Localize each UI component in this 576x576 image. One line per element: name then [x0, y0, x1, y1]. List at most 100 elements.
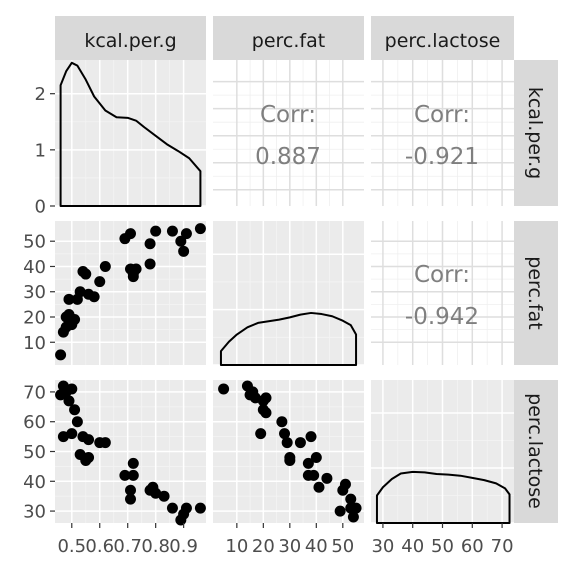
tick-label-left-lactose: 40 — [23, 472, 46, 493]
point-kcal-fat — [178, 245, 190, 257]
point-fat-lactose — [281, 437, 293, 449]
point-kcal-lactose — [71, 416, 83, 428]
point-kcal-lactose — [180, 502, 192, 514]
strip-right-lactose-bg — [514, 380, 558, 523]
panel-kcal-density — [55, 60, 206, 206]
density-curve-kcal — [59, 61, 202, 207]
corr-label-kcal-fat: Corr: — [260, 102, 316, 128]
tick-label-bottom-kcal-per-g: 0.9 — [169, 536, 198, 557]
strip-top-kcal: kcal.per.g — [84, 30, 176, 52]
point-kcal-lactose — [194, 502, 206, 514]
point-kcal-lactose — [127, 457, 139, 469]
point-kcal-fat — [69, 314, 81, 326]
tick-label-bottom-kcal-per-g: 0.7 — [113, 536, 142, 557]
panel-corr-kcal-fat — [213, 60, 364, 206]
point-kcal-lactose — [83, 434, 95, 446]
point-kcal-fat — [60, 311, 72, 323]
tick-label-bottom-perc-fat: 10 — [225, 536, 248, 557]
strip-top-fat: perc.fat — [252, 30, 325, 52]
tick-label-left-fat: 40 — [23, 257, 46, 278]
point-fat-lactose — [260, 392, 272, 404]
tick-label-bottom-perc-fat: 50 — [331, 536, 354, 557]
point-fat-lactose — [260, 407, 272, 419]
tick-label-left-lactose: 60 — [23, 412, 46, 433]
strip-right-kcal: kcal.per.g — [524, 87, 546, 179]
point-fat-lactose — [284, 454, 296, 466]
point-fat-lactose — [321, 472, 333, 484]
strip-top-lactose-bg — [371, 16, 514, 60]
tick-label-density: 1 — [35, 140, 46, 161]
strip-top-lactose: perc.lactose — [385, 30, 501, 52]
tick-label-bottom-perc-lactose: 40 — [401, 536, 424, 557]
point-kcal-lactose — [127, 469, 139, 481]
point-fat-lactose — [345, 493, 357, 505]
point-kcal-fat — [94, 276, 106, 288]
point-kcal-lactose — [69, 404, 81, 416]
tick-label-left-lactose: 50 — [23, 442, 46, 463]
strip-top-fat-bg — [213, 16, 364, 60]
point-kcal-fat — [194, 223, 206, 235]
tick-label-bottom-perc-fat: 30 — [278, 536, 301, 557]
tick-label-left-fat: 50 — [23, 232, 46, 253]
corr-label-fat-lactose: Corr: — [414, 262, 470, 288]
corr-label-kcal-lactose: Corr: — [414, 102, 470, 128]
point-fat-lactose — [347, 511, 359, 523]
strip-right-lactose: perc.lactose — [524, 393, 546, 509]
tick-label-bottom-perc-fat: 20 — [252, 536, 275, 557]
strip-top-kcal-bg — [55, 16, 206, 60]
point-fat-lactose — [313, 481, 325, 493]
point-kcal-lactose — [66, 383, 78, 395]
point-kcal-fat — [99, 260, 111, 272]
point-kcal-fat — [80, 268, 92, 280]
point-kcal-fat — [63, 293, 75, 305]
data-marks — [55, 61, 511, 526]
point-kcal-lactose — [119, 469, 131, 481]
point-fat-lactose — [339, 478, 351, 490]
point-fat-lactose — [255, 428, 267, 440]
tick-label-left-fat: 30 — [23, 282, 46, 303]
point-fat-lactose — [308, 469, 320, 481]
gridlines — [55, 60, 514, 524]
tick-label-left-lactose: 30 — [23, 502, 46, 523]
point-fat-lactose — [302, 457, 314, 469]
point-fat-lactose — [294, 437, 306, 449]
tick-label-bottom-perc-lactose: 70 — [491, 536, 514, 557]
point-kcal-lactose — [125, 484, 136, 496]
tick-label-bottom-perc-lactose: 50 — [431, 536, 454, 557]
point-kcal-lactose — [63, 395, 75, 407]
strip-right-fat: perc.fat — [524, 256, 546, 329]
point-fat-lactose — [279, 428, 291, 440]
corr-value-kcal-fat: 0.887 — [255, 144, 321, 170]
tick-label-density: 2 — [35, 84, 46, 105]
point-fat-lactose — [310, 451, 322, 463]
tick-label-bottom-kcal-per-g: 0.6 — [85, 536, 114, 557]
strip-right-kcal-bg — [514, 60, 558, 206]
density-curve-fat — [219, 311, 358, 366]
point-kcal-lactose — [57, 431, 69, 443]
point-fat-lactose — [305, 431, 317, 443]
tick-label-bottom-kcal-per-g: 0.5 — [57, 536, 86, 557]
strip-right-fat-bg — [514, 221, 558, 365]
tick-label-bottom-perc-lactose: 60 — [461, 536, 484, 557]
corr-value-fat-lactose: -0.942 — [405, 304, 479, 330]
point-kcal-lactose — [125, 493, 136, 505]
point-kcal-fat — [88, 291, 100, 303]
point-kcal-fat — [150, 225, 162, 237]
tick-label-left-fat: 20 — [23, 308, 46, 329]
point-kcal-lactose — [99, 437, 111, 449]
point-kcal-fat — [125, 228, 136, 240]
point-kcal-lactose — [83, 451, 95, 463]
point-fat-lactose — [276, 416, 288, 428]
point-fat-lactose — [218, 383, 230, 395]
point-kcal-fat — [55, 349, 67, 361]
point-kcal-fat — [144, 238, 156, 250]
point-kcal-lactose — [150, 487, 162, 499]
point-kcal-lactose — [66, 428, 78, 440]
tick-label-left-fat: 10 — [23, 333, 46, 354]
point-kcal-lactose — [158, 490, 170, 502]
tick-label-left-lactose: 70 — [23, 382, 46, 403]
tick-label-bottom-perc-fat: 40 — [305, 536, 328, 557]
point-kcal-fat — [175, 235, 187, 247]
